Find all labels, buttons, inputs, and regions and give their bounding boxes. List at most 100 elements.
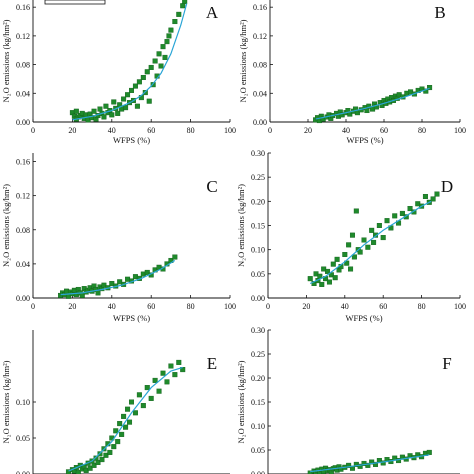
data-point xyxy=(148,64,154,70)
y-axis-label: N₂O emissions (kg/hm²) xyxy=(238,19,248,102)
legend-box xyxy=(44,0,106,5)
data-point xyxy=(152,377,158,383)
panel-a: 0.00 0.04 0.08 0.12 0.16 0 20 40 60 80 100 WFPS (%)… xyxy=(1,0,236,145)
y-tick-label: 0.00 xyxy=(16,294,30,303)
data-point xyxy=(407,206,413,212)
panel-label: F xyxy=(442,354,451,373)
x-axis-label: WFPS (%) xyxy=(113,313,150,323)
data-point xyxy=(101,114,107,120)
y-tick-label: 0.16 xyxy=(16,158,30,167)
data-point xyxy=(326,279,332,285)
data-point xyxy=(164,39,170,45)
data-point xyxy=(115,110,121,116)
y-axis-label: N₂O emissions (kg/hm²) xyxy=(1,184,11,267)
panel-d: 0.00 0.05 0.10 0.15 0.20 0.25 0.30 0 20 40 60 80 100… xyxy=(236,149,466,323)
data-point xyxy=(166,33,172,39)
data-point xyxy=(117,421,123,427)
data-point xyxy=(392,213,398,219)
data-point xyxy=(148,395,154,401)
data-point xyxy=(113,428,119,434)
x-tick-label: 0 xyxy=(31,126,35,135)
x-tick-label: 60 xyxy=(379,302,387,311)
data-point xyxy=(365,462,371,468)
y-tick-label: 0.16 xyxy=(16,3,30,12)
data-point xyxy=(434,191,440,197)
x-tick-label: 0 xyxy=(31,302,35,311)
data-point xyxy=(325,268,331,274)
data-point xyxy=(427,85,433,91)
panel-b: 0.00 0.04 0.08 0.12 0.16 0 20 40 60 80 100 WFPS (%)… xyxy=(238,0,466,145)
data-point xyxy=(307,276,313,282)
y-tick-label: 0.00 xyxy=(16,118,30,127)
data-point xyxy=(111,444,117,450)
data-point xyxy=(150,82,156,88)
data-point xyxy=(87,465,93,471)
data-point xyxy=(144,269,150,275)
y-tick-label: 0.08 xyxy=(16,61,30,70)
panel-label: A xyxy=(206,3,219,22)
data-point xyxy=(156,388,162,394)
y-tick-label: 0.04 xyxy=(16,260,30,269)
y-tick-label: 0.00 xyxy=(253,118,267,127)
data-point xyxy=(353,208,359,214)
data-point xyxy=(373,232,379,238)
x-tick-label: 100 xyxy=(454,126,466,135)
data-point xyxy=(164,379,170,385)
y-tick-label: 0.05 xyxy=(16,434,30,443)
data-point xyxy=(172,254,178,260)
data-point xyxy=(144,385,150,391)
data-point xyxy=(119,431,125,437)
data-point xyxy=(160,370,166,376)
fit-curve xyxy=(60,259,176,296)
y-tick-label: 0.30 xyxy=(251,149,265,158)
data-point xyxy=(384,218,390,224)
y-tick-label: 0.05 xyxy=(251,270,265,279)
data-point xyxy=(346,242,352,248)
fit-curve xyxy=(310,454,430,473)
data-point xyxy=(357,463,363,469)
panel-label: B xyxy=(434,3,445,22)
y-tick-label: 0.20 xyxy=(251,197,265,206)
data-point xyxy=(146,98,152,104)
y-tick-label: 0.20 xyxy=(251,374,265,383)
y-tick-label: 0.30 xyxy=(251,326,265,335)
y-tick-label: 0.10 xyxy=(16,398,30,407)
data-point xyxy=(132,83,138,89)
x-tick-label: 60 xyxy=(147,302,155,311)
data-point xyxy=(136,79,142,85)
fit-curve xyxy=(315,87,430,120)
x-tick-label: 80 xyxy=(418,302,426,311)
data-point xyxy=(172,372,178,378)
y-tick-label: 0.08 xyxy=(16,226,30,235)
data-point xyxy=(128,399,134,405)
data-point xyxy=(376,222,382,228)
x-tick-label: 20 xyxy=(68,302,76,311)
panel-label: E xyxy=(207,354,217,373)
data-point xyxy=(134,103,140,109)
panel-c: 0.00 0.04 0.08 0.12 0.16 0 20 40 60 80 100 WFPS (%)… xyxy=(1,153,236,323)
data-point xyxy=(399,210,405,216)
panel-e: 0.00 0.05 0.10 N₂O emissions (kg/hm²) E xyxy=(1,330,230,474)
data-point xyxy=(73,108,79,114)
data-point xyxy=(369,227,375,233)
data-point xyxy=(95,459,101,465)
data-point xyxy=(156,51,162,57)
fit-curve xyxy=(309,200,432,285)
panel-f: 0.00 0.05 0.10 0.15 0.20 0.25 0.30 N₂O emission… xyxy=(236,326,460,474)
x-tick-label: 60 xyxy=(147,126,155,135)
x-tick-label: 80 xyxy=(187,126,195,135)
y-tick-label: 0.15 xyxy=(251,398,265,407)
x-tick-label: 0 xyxy=(266,302,270,311)
y-tick-label: 0.10 xyxy=(251,246,265,255)
data-point xyxy=(115,439,121,445)
data-point xyxy=(348,266,354,272)
data-point xyxy=(371,239,377,245)
y-tick-label: 0.08 xyxy=(253,61,267,70)
data-point xyxy=(140,403,146,409)
data-point xyxy=(168,363,174,369)
x-tick-label: 0 xyxy=(268,126,272,135)
data-point xyxy=(430,196,436,202)
data-point xyxy=(357,249,363,255)
y-tick-label: 0.15 xyxy=(251,222,265,231)
panel-label: C xyxy=(206,177,217,196)
